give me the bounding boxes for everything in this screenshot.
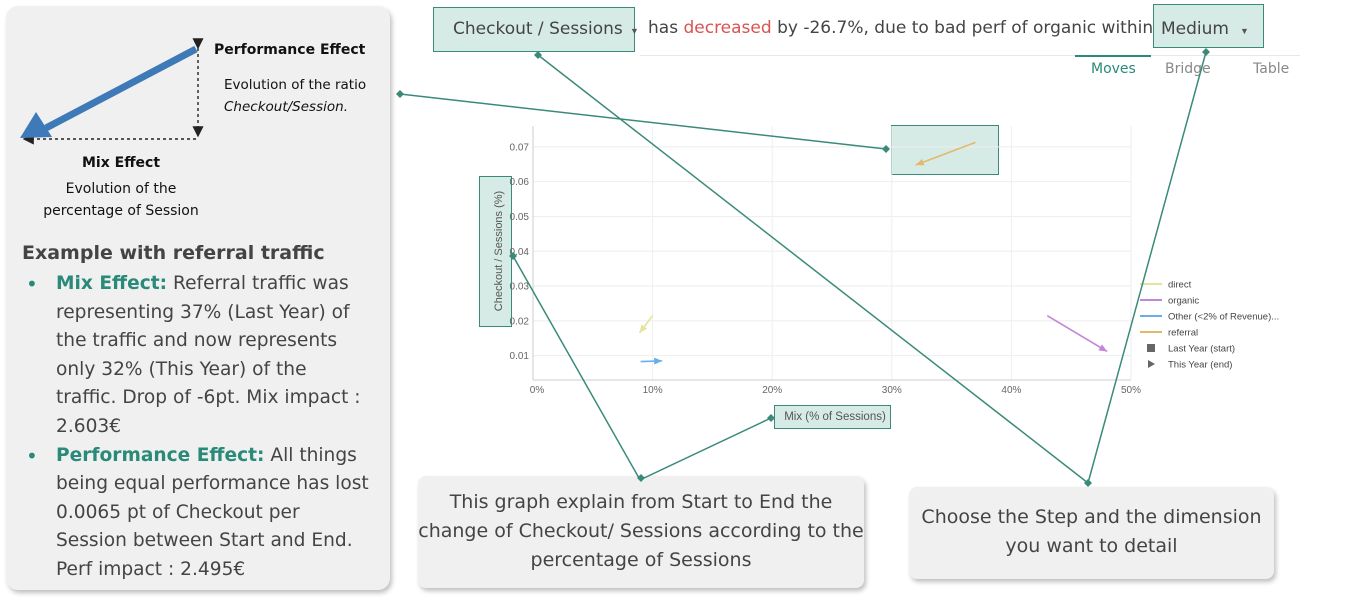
sentence-trend: decreased [683, 18, 772, 38]
dimension-dropdown[interactable]: Medium ▼ [1153, 4, 1264, 48]
step-dropdown-label: Checkout / Sessions [453, 19, 623, 39]
legend-label: referral [1168, 328, 1198, 339]
y-tick-label: 0.01 [510, 351, 530, 362]
performance-effect-description: Evolution of the ratio Checkout/Session. [224, 74, 366, 118]
performance-effect-line1: Evolution of the ratio [224, 77, 367, 93]
square-marker-icon [1147, 344, 1155, 352]
bullet-mix-effect: Mix Effect: Referral traffic was represe… [22, 270, 372, 442]
bullet-performance-effect: Performance Effect: All things being equ… [22, 442, 372, 585]
connector-end-marker [396, 90, 404, 98]
example-title: Example with referral traffic [22, 242, 325, 264]
connector-axes-to-graph-callout [512, 255, 772, 479]
y-axis-label-highlight [479, 176, 512, 327]
effects-diagram [20, 38, 204, 145]
legend-label: organic [1168, 296, 1199, 307]
x-tick-label: 10% [643, 385, 663, 396]
connector-dimension-to-callout [1087, 51, 1207, 484]
performance-effect-title: Performance Effect [214, 42, 366, 58]
sentence-prefix: has [648, 18, 679, 38]
performance-effect-line2: Checkout/Session. [224, 99, 348, 115]
tab-moves[interactable]: Moves [1091, 61, 1136, 77]
y-tick-label: 0.06 [510, 177, 530, 188]
x-tick-label: 30% [882, 385, 902, 396]
mix-effect-title: Mix Effect [82, 155, 161, 171]
connector-end-marker [637, 474, 645, 482]
connector-end-marker [534, 51, 542, 59]
total-effect-arrow [44, 45, 198, 132]
step-dropdown[interactable]: Checkout / Sessions ▼ [433, 7, 639, 52]
y-axis-title: Checkout / Sessions (%) [493, 191, 505, 311]
y-tick-label: 0.05 [510, 212, 530, 223]
x-axis-title: Mix (% of Sessions) [784, 411, 886, 423]
series-arrowhead [654, 357, 663, 365]
bullet-text: Referral traffic was representing 37% (L… [56, 273, 361, 437]
series-arrowhead [639, 324, 648, 334]
caret-down-icon: ▼ [630, 26, 639, 36]
x-axis-label-highlight [774, 405, 891, 429]
total-effect-arrowhead [20, 112, 52, 138]
explanation-panel: Performance Effect Evolution of the rati… [6, 6, 390, 590]
caret-down-icon: ▼ [1240, 26, 1249, 36]
legend-label: Other (<2% of Revenue)... [1168, 312, 1279, 323]
legend-label: This Year (end) [1168, 360, 1232, 371]
bullet-text: All things being equal performance has l… [56, 444, 369, 580]
referral-arrow-highlight [891, 125, 999, 175]
dimension-dropdown-label: Medium [1161, 19, 1229, 39]
x-tick-label: 50% [1121, 385, 1141, 396]
x-tick-label: 0% [530, 385, 545, 396]
summary-sentence: has decreased by -26.7%, due to bad perf… [648, 18, 1153, 38]
x-tick-label: 40% [1001, 385, 1021, 396]
bullet-keyword: Mix Effect: [56, 273, 168, 294]
example-bullets: Mix Effect: Referral traffic was represe… [22, 270, 372, 585]
series-arrow-organic [1046, 314, 1108, 353]
series-arrow-referral [915, 141, 976, 166]
bullet-keyword: Performance Effect: [56, 444, 265, 466]
step-explanation-callout: Choose the Step and the dimension you wa… [909, 487, 1274, 579]
y-tick-label: 0.02 [510, 316, 530, 327]
x-tick-label: 20% [762, 385, 782, 396]
mix-effect-description: Evolution of the percentage of Session [43, 181, 199, 219]
active-tab-indicator [1075, 55, 1151, 57]
graph-explanation-callout: This graph explain from Start to End the… [418, 476, 864, 588]
legend-label: Last Year (start) [1168, 344, 1235, 355]
y-tick-label: 0.04 [510, 247, 530, 258]
tab-bridge[interactable]: Bridge [1165, 61, 1211, 77]
connector-end-marker [509, 252, 517, 260]
series-arrowhead [1098, 344, 1108, 352]
sentence-suffix: by -26.7%, due to bad perf of organic wi… [777, 18, 1154, 38]
connector-step-to-callout [537, 54, 1089, 484]
header-divider [640, 55, 1300, 56]
y-tick-label: 0.03 [510, 282, 530, 293]
triangle-marker-icon [1148, 360, 1155, 368]
connector-performance-to-arrow [399, 93, 887, 150]
tab-table[interactable]: Table [1253, 61, 1290, 77]
series-arrowhead [915, 158, 925, 166]
legend-label: direct [1168, 280, 1192, 291]
connector-end-marker [1202, 48, 1210, 56]
connector-end-marker [882, 145, 890, 153]
y-tick-label: 0.07 [510, 142, 530, 153]
connector-end-marker [767, 414, 775, 422]
connector-end-marker [1084, 479, 1092, 487]
